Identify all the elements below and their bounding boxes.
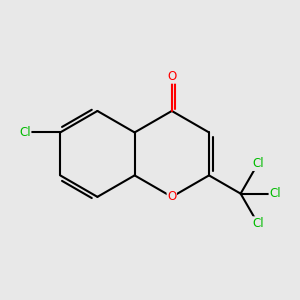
Text: Cl: Cl: [252, 158, 264, 170]
Text: O: O: [167, 190, 176, 203]
Text: Cl: Cl: [269, 187, 281, 200]
Text: Cl: Cl: [19, 126, 31, 139]
Text: O: O: [167, 70, 176, 83]
Text: Cl: Cl: [252, 217, 264, 230]
